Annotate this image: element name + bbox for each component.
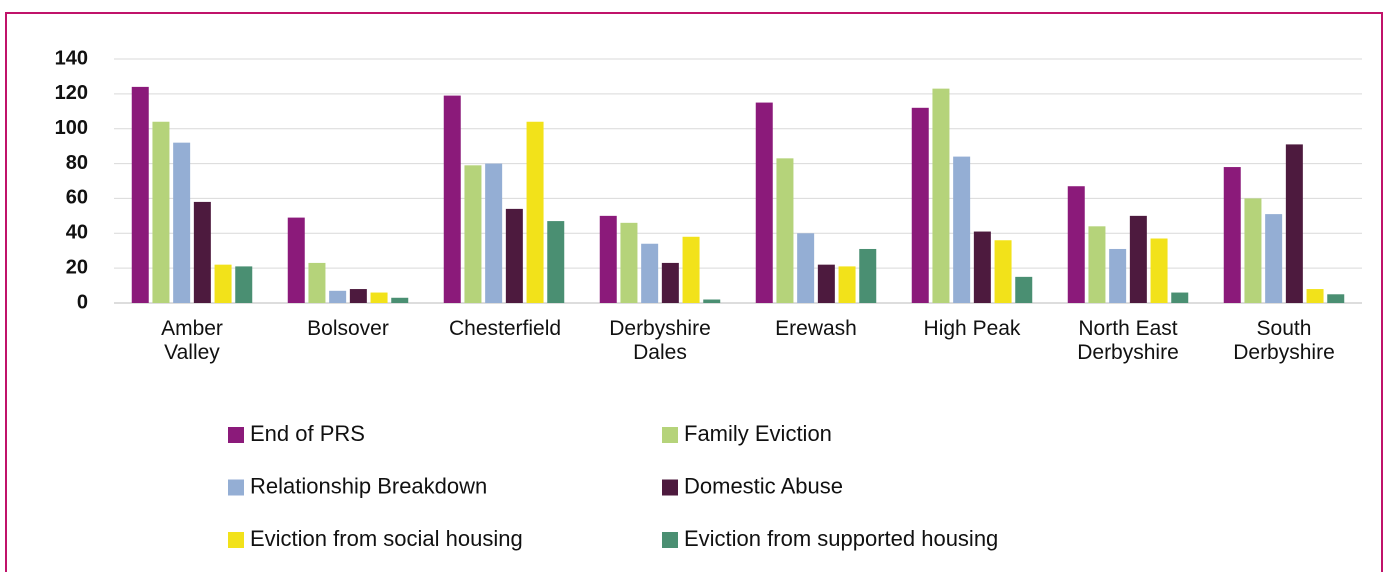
y-tick-label: 40 [66,222,88,244]
bar [152,121,170,303]
x-tick-label: Erewash [775,317,857,340]
legend-label: End of PRS [250,421,365,446]
bar [911,107,929,303]
bar [131,86,149,303]
x-tick-label: Derbyshire Dales [609,317,711,364]
bar [391,297,409,303]
bar [173,142,191,303]
bar [443,95,461,303]
legend-label: Domestic Abuse [684,473,843,498]
bar [1327,294,1345,303]
bar [859,248,877,303]
bar [838,266,856,303]
bar [682,236,700,303]
bar [505,208,523,303]
legend-label: Relationship Breakdown [250,473,487,498]
bar [817,264,835,303]
legend-swatch [662,479,678,496]
x-tick-label: Bolsover [307,317,389,340]
bar [1285,144,1303,303]
chart-frame [5,12,1383,572]
legend-label: Eviction from social housing [250,526,523,551]
legend-swatch [228,427,244,443]
bar [994,240,1012,303]
bar [1109,248,1127,303]
x-tick-label: South Derbyshire [1233,317,1335,364]
bar [287,217,305,303]
bar [329,290,347,303]
x-tick-label: Amber Valley [161,317,223,364]
bar [641,243,659,303]
bar [1265,214,1283,303]
x-tick-label: North East Derbyshire [1077,317,1179,364]
bar [755,102,773,303]
bar [1067,186,1085,303]
x-tick-label: High Peak [923,317,1021,340]
bar [1306,289,1324,303]
bar [547,221,565,303]
bar [308,262,326,303]
bar [1129,215,1147,303]
legend-swatch [228,479,244,496]
bar [1015,276,1033,303]
legend-swatch [662,427,678,443]
bar [235,266,253,303]
bar [214,264,232,303]
bar [953,156,971,303]
bar [661,262,679,303]
legend-swatch [228,532,244,548]
legend-swatch [662,532,678,548]
y-tick-label: 120 [55,82,88,104]
legend-label: Family Eviction [684,421,832,446]
y-tick-label: 20 [66,256,88,278]
y-tick-label: 80 [66,152,88,174]
y-tick-label: 100 [55,117,88,139]
bar [1171,292,1189,303]
bar [703,299,721,303]
legend-label: Eviction from supported housing [684,526,998,551]
bar [485,163,503,303]
bar [599,215,617,303]
bar [349,289,367,303]
y-tick-label: 140 [55,47,88,69]
bar [797,233,815,303]
bar [464,165,482,303]
bar [776,158,794,303]
bar [526,121,544,303]
y-tick-label: 60 [66,187,88,209]
bar [1150,238,1168,303]
bar [193,201,211,303]
y-tick-label: 0 [77,291,88,313]
bar [1244,198,1262,303]
bar [620,222,638,303]
x-tick-label: Chesterfield [449,317,562,340]
bar [370,292,388,303]
bar [973,231,991,303]
bar [1223,167,1241,303]
bar [1088,226,1106,303]
bar [932,88,950,303]
